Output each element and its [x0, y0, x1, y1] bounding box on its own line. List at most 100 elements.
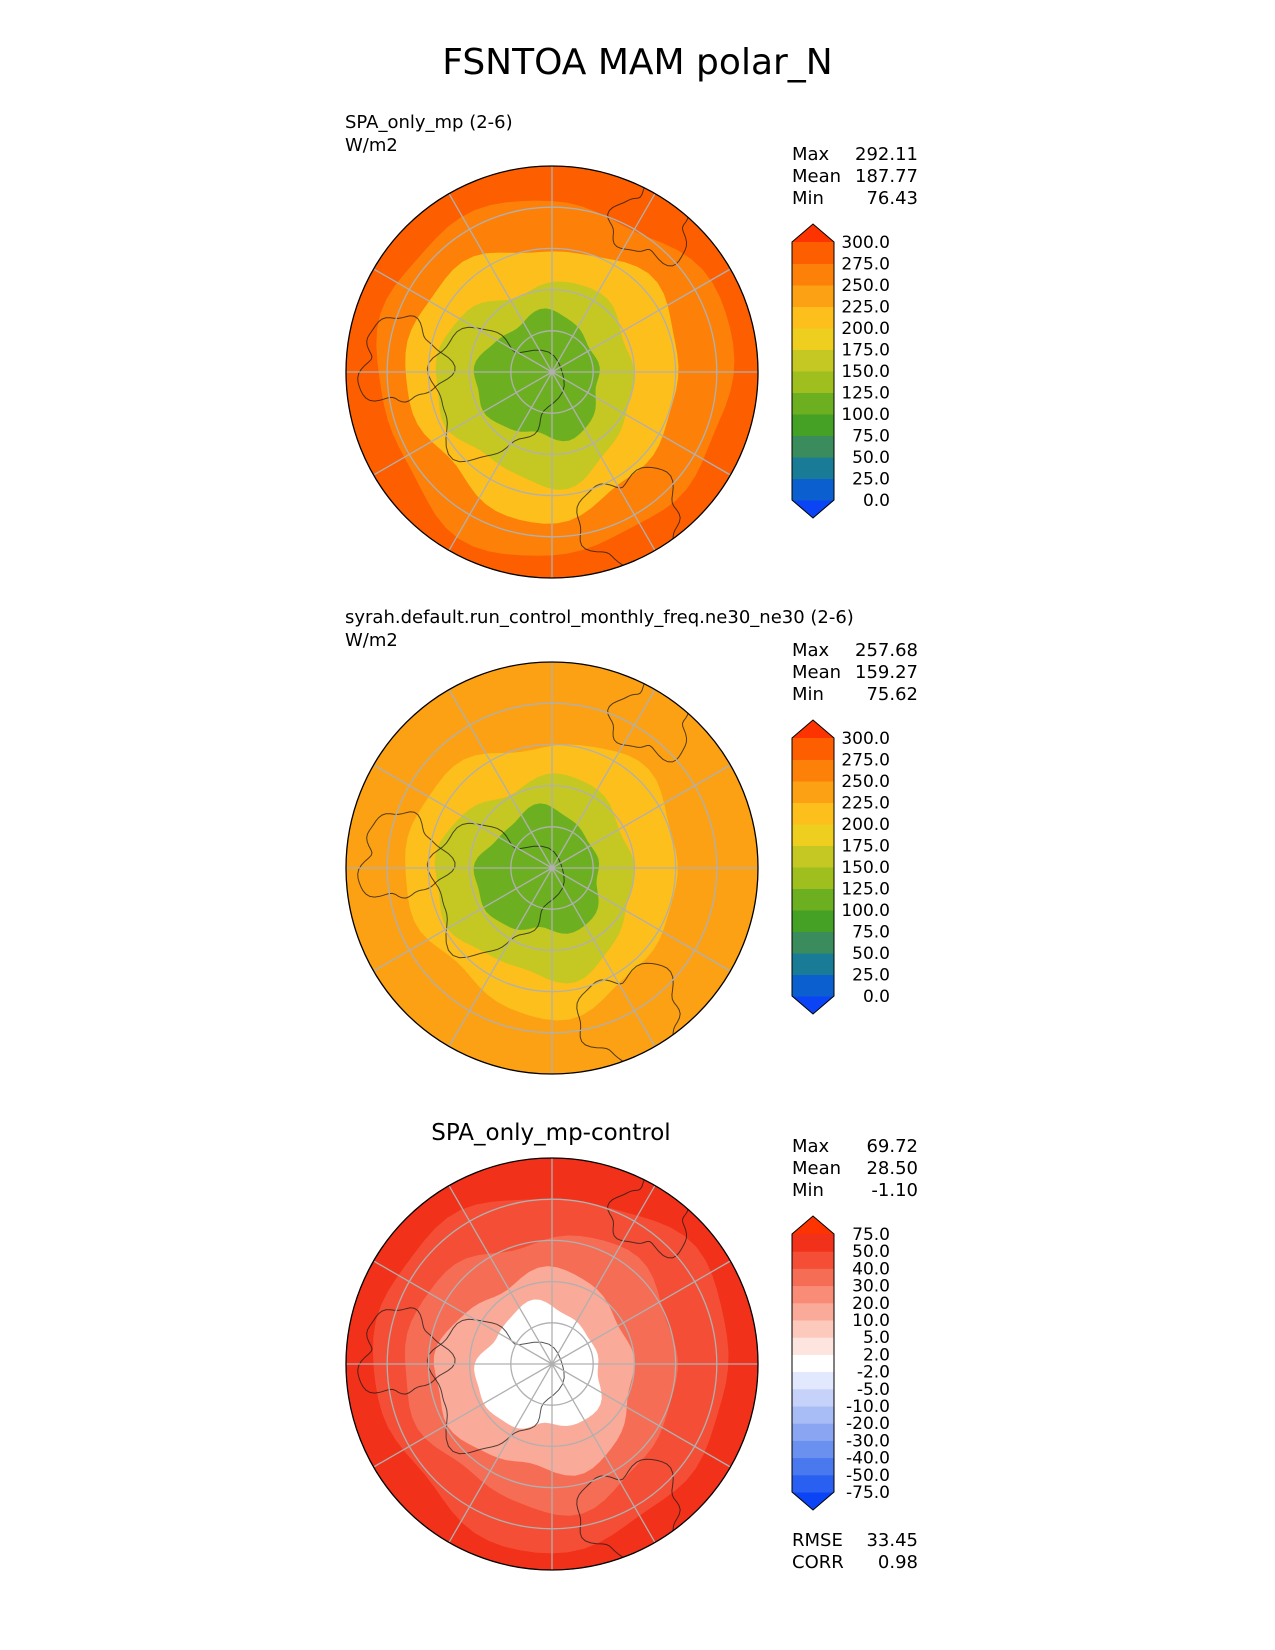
colorbar-tick-label: 100.0 — [841, 901, 890, 921]
meridian-line — [448, 1363, 553, 1543]
colorbar-tick-label: -40.0 — [846, 1449, 890, 1469]
meridian-line — [448, 689, 553, 869]
colorbar-segment — [792, 242, 834, 264]
colorbar-tick-label: -30.0 — [846, 1431, 890, 1451]
colorbar-tick-label: 25.0 — [852, 966, 890, 986]
meridian-line — [551, 193, 656, 373]
colorbar-tick-label: 225.0 — [841, 794, 890, 814]
colorbar-segment — [792, 263, 834, 286]
map-region-pole — [473, 308, 600, 442]
colorbar-extend-max — [792, 720, 834, 738]
colorbar-segment — [792, 1337, 834, 1355]
stat-max-value: 69.72 — [866, 1136, 918, 1157]
panel-test-name: SPA_only_mp (2-6) — [345, 112, 513, 133]
panel-diff-stats: Max 69.72 Mean 28.50 Min -1.10 — [792, 1136, 918, 1202]
map-test — [345, 165, 759, 579]
coastline — [357, 1307, 456, 1395]
panel-diff-title: SPA_only_mp-control — [431, 1120, 671, 1146]
colorbar-segment — [792, 435, 834, 458]
colorbar-tick-label: -20.0 — [846, 1414, 890, 1434]
panel-test-stats: Max 292.11 Mean 187.77 Min 76.43 — [792, 144, 918, 210]
colorbar-tick-label: 225.0 — [841, 298, 890, 318]
stat-max-value: 292.11 — [855, 144, 918, 165]
colorbar-segment — [792, 802, 834, 825]
colorbar-segment — [792, 1354, 834, 1373]
colorbar-tick-label: 250.0 — [841, 276, 890, 296]
colorbar-segment — [792, 328, 834, 350]
meridian-line — [551, 867, 731, 972]
stat-max-label: Max — [792, 144, 830, 165]
colorbar-extend-max — [792, 224, 834, 242]
coastline — [426, 326, 565, 463]
meridian-line — [551, 764, 731, 869]
colorbar-tick-label: 50.0 — [852, 448, 890, 468]
colorbar-segment — [792, 1457, 834, 1476]
meridian-line — [373, 1260, 553, 1365]
colorbar-segment — [792, 1251, 834, 1269]
colorbar-tick-label: 0.0 — [863, 987, 890, 1007]
colorbar-tick-label: -2.0 — [857, 1363, 890, 1383]
stat-mean-label: Mean — [792, 166, 842, 187]
colorbar-tick-label: 300.0 — [841, 729, 890, 749]
meridian-line — [448, 193, 553, 373]
meridian-line — [551, 268, 731, 373]
colorbar-segment — [792, 306, 834, 329]
stat-mean-value: 187.77 — [855, 166, 918, 187]
meridian-line — [373, 764, 553, 869]
map-fill-group — [346, 166, 758, 578]
colorbar-segment — [792, 1474, 834, 1493]
colorbar-tick-label: 5.0 — [863, 1328, 890, 1348]
colorbar-segment — [792, 759, 834, 782]
figure-title: FSNTOA MAM polar_N — [442, 42, 833, 83]
colorbar-tick-label: 25.0 — [852, 470, 890, 490]
stat-mean-value: 159.27 — [855, 662, 918, 683]
stat-mean-label: Mean — [792, 1158, 842, 1179]
panel-ref-stats: Max 257.68 Mean 159.27 Min 75.62 — [792, 640, 918, 706]
colorbar-segment — [792, 888, 834, 911]
colorbar-tick-label: 125.0 — [841, 880, 890, 900]
colorbar-segment — [792, 910, 834, 932]
stat-min-label: Min — [792, 1180, 824, 1201]
colorbar-test: 0.025.050.075.0100.0125.0150.0175.0200.0… — [791, 223, 890, 519]
colorbar-tick-label: -75.0 — [846, 1483, 890, 1503]
map-ref — [345, 661, 759, 1075]
colorbar-segment — [792, 1406, 834, 1424]
stat-max-label: Max — [792, 1136, 830, 1157]
colorbar-extend-max — [792, 1216, 834, 1234]
colorbar-segment — [792, 781, 834, 803]
meridian-line — [448, 371, 553, 551]
meridian-line — [551, 1185, 656, 1365]
coastline — [357, 315, 456, 403]
colorbar-segment — [792, 953, 834, 975]
colorbar-segment — [792, 285, 834, 307]
colorbar-extend-min — [792, 996, 834, 1014]
colorbar-tick-label: 20.0 — [852, 1294, 890, 1314]
meridian-line — [551, 1363, 731, 1468]
colorbar-segment — [792, 478, 834, 501]
colorbar-segment — [792, 371, 834, 393]
stat-max-label: Max — [792, 640, 830, 661]
colorbar-tick-label: 40.0 — [852, 1259, 890, 1279]
colorbar-tick-label: 200.0 — [841, 815, 890, 835]
meridian-line — [373, 371, 553, 476]
colorbar-outline — [791, 223, 835, 519]
map-fill-group — [346, 1158, 758, 1570]
colorbar-tick-label: 175.0 — [841, 341, 890, 361]
colorbar-tick-label: 75.0 — [852, 427, 890, 447]
stat-min-value: -1.10 — [871, 1180, 918, 1201]
coastline — [426, 1318, 565, 1455]
stat-min-label: Min — [792, 188, 824, 209]
colorbar-extend-min — [792, 1492, 834, 1510]
metric-rmse-label: RMSE — [792, 1530, 843, 1551]
colorbar-segment — [792, 931, 834, 954]
colorbar-segment — [792, 457, 834, 479]
panel-diff-metrics: RMSE 33.45 CORR 0.98 — [792, 1530, 918, 1574]
stat-mean-label: Mean — [792, 662, 842, 683]
meridian-line — [373, 268, 553, 373]
meridian-line — [551, 1363, 656, 1543]
map-boundary — [345, 165, 759, 579]
colorbar-tick-label: 300.0 — [841, 233, 890, 253]
meridian-line — [551, 689, 656, 869]
colorbar-segment — [792, 738, 834, 760]
